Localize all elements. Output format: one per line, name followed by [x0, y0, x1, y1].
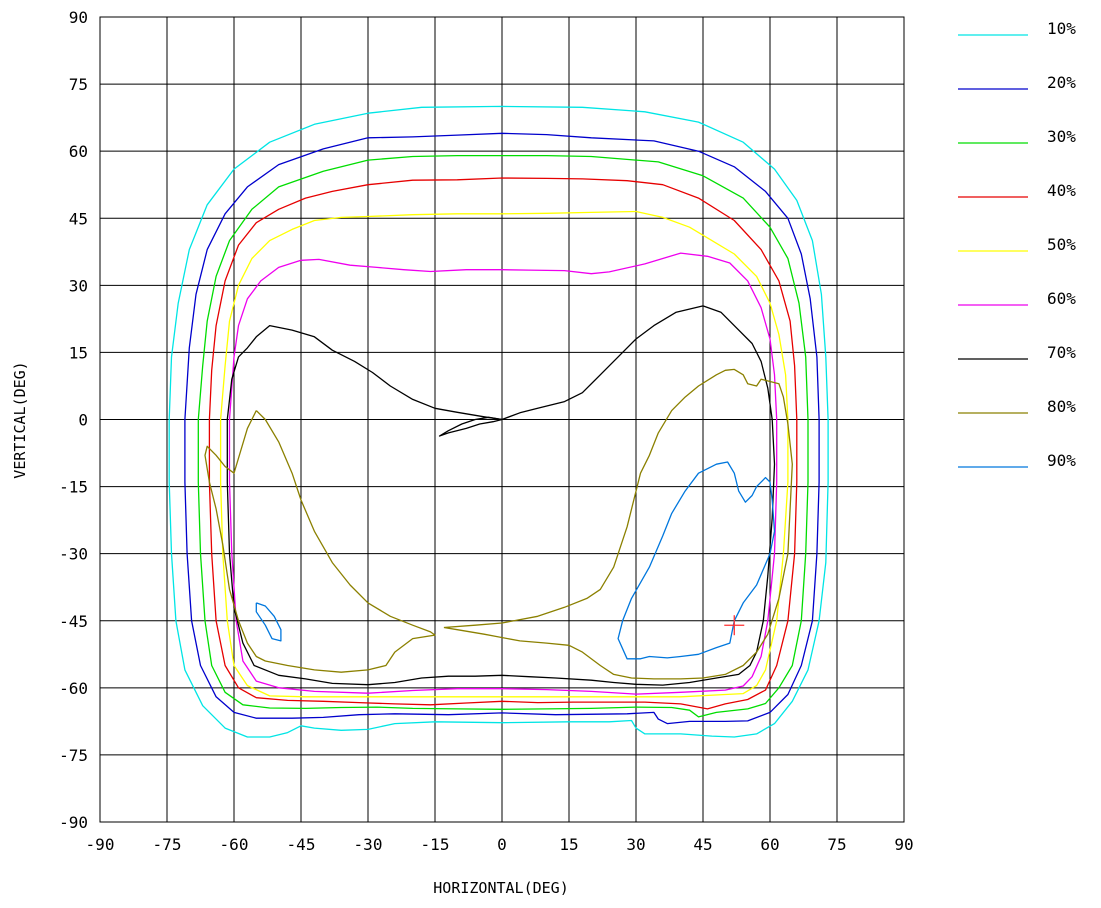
x-tick-label: 60	[760, 835, 779, 854]
contour-line	[208, 177, 798, 710]
legend-label: 30%	[1047, 127, 1076, 146]
contour-40-percent	[208, 177, 798, 710]
x-tick-label: -60	[220, 835, 249, 854]
x-tick-label: -45	[287, 835, 316, 854]
legend-label: 40%	[1047, 181, 1076, 200]
contour-line	[197, 154, 809, 718]
contour-line	[184, 132, 820, 725]
contour-30-percent	[197, 154, 809, 718]
legend-label: 10%	[1047, 19, 1076, 38]
contour-line	[617, 461, 776, 660]
contour-line	[443, 368, 793, 680]
contour-10-percent	[168, 105, 829, 738]
y-tick-label: 75	[69, 75, 88, 94]
x-tick-label: 0	[497, 835, 507, 854]
contour-series	[168, 105, 829, 738]
x-tick-label: -75	[153, 835, 182, 854]
legend-label: 50%	[1047, 235, 1076, 254]
contour-80-percent	[204, 368, 793, 680]
y-tick-label: 90	[69, 8, 88, 27]
contour-20-percent	[184, 132, 820, 725]
plot-border	[99, 16, 905, 823]
y-tick-label: -75	[59, 746, 88, 765]
legend-label: 60%	[1047, 289, 1076, 308]
x-tick-label: -30	[354, 835, 383, 854]
y-tick-label: -45	[59, 612, 88, 631]
y-tick-label: -90	[59, 813, 88, 832]
y-tick-label: 60	[69, 142, 88, 161]
legend-label: 70%	[1047, 343, 1076, 362]
y-tick-label: 15	[69, 343, 88, 362]
contour-line	[204, 410, 436, 673]
y-tick-label: -15	[59, 478, 88, 497]
contour-60-percent	[228, 252, 778, 695]
contour-50-percent	[219, 210, 789, 698]
contour-line	[255, 602, 282, 642]
contour-70-percent	[226, 305, 776, 686]
y-tick-label: 30	[69, 276, 88, 295]
x-tick-label: 90	[894, 835, 913, 854]
contour-line	[168, 105, 829, 738]
x-tick-label: 30	[626, 835, 645, 854]
x-tick-label: -15	[421, 835, 450, 854]
grid	[99, 16, 905, 823]
y-tick-labels: 90 75 60 45 30 15 0 -15 -30 -45 -60 -75 -90	[59, 8, 88, 832]
legend: 10% 20% 30% 40% 50% 60% 70% 80% 90%	[958, 19, 1076, 470]
contour-line	[438, 416, 503, 437]
contour-line	[228, 252, 778, 695]
x-tick-labels: -90 -75 -60 -45 -30 -15 0 15 30 45 60 75 90	[86, 835, 914, 854]
contour-line	[219, 210, 789, 698]
contour-line	[226, 305, 776, 686]
y-tick-label: 0	[78, 411, 88, 430]
x-tick-label: 15	[559, 835, 578, 854]
y-tick-label: -60	[59, 679, 88, 698]
contour-90-percent	[255, 461, 776, 660]
y-tick-label: 45	[69, 209, 88, 228]
x-tick-label: -90	[86, 835, 115, 854]
legend-label: 90%	[1047, 451, 1076, 470]
x-tick-label: 45	[693, 835, 712, 854]
y-axis-label: VERTICAL(DEG)	[11, 361, 29, 478]
x-tick-label: 75	[827, 835, 846, 854]
x-axis-label: HORIZONTAL(DEG)	[433, 879, 568, 897]
legend-label: 80%	[1047, 397, 1076, 416]
y-tick-label: -30	[59, 545, 88, 564]
marker	[724, 615, 745, 636]
legend-label: 20%	[1047, 73, 1076, 92]
